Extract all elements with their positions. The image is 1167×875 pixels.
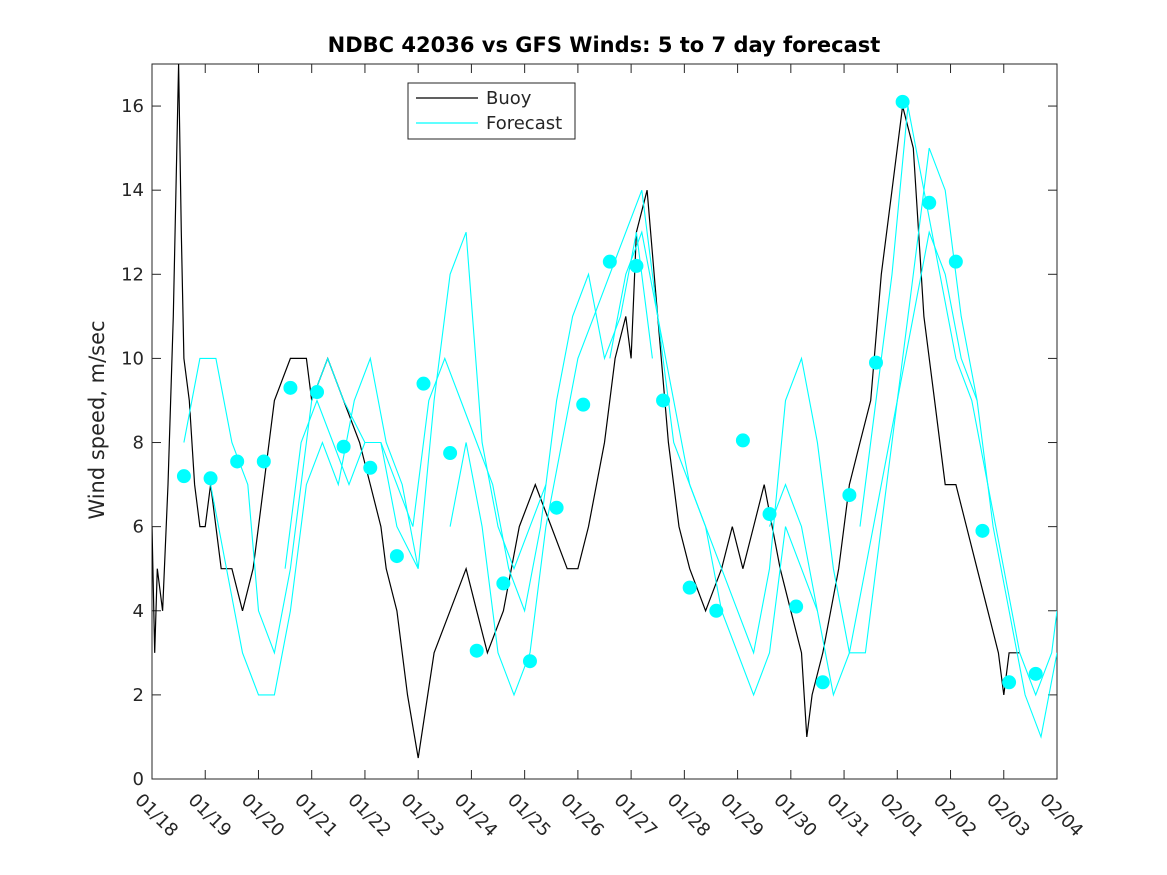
x-tick-label: 02/04: [1035, 790, 1087, 842]
buoy-series-line: [152, 64, 1020, 759]
chart-title: NDBC 42036 vs GFS Winds: 5 to 7 day fore…: [328, 33, 881, 57]
x-tick-label: 01/23: [397, 790, 449, 842]
forecast-series-line: [859, 105, 1057, 697]
forecast-marker: [815, 675, 830, 690]
forecast-marker: [789, 599, 804, 614]
y-tick-label: 16: [121, 96, 144, 117]
axes-box: [151, 63, 1058, 780]
forecast-series-line: [768, 230, 1057, 739]
forecast-marker: [656, 393, 671, 408]
forecast-marker: [1028, 666, 1043, 681]
forecast-series-line: [609, 147, 978, 655]
y-tick-label: 12: [121, 264, 144, 285]
x-tick-label: 01/27: [610, 790, 662, 842]
x-tick-label: 01/26: [556, 790, 608, 842]
forecast-marker: [416, 376, 431, 391]
forecast-marker: [310, 385, 325, 400]
forecast-series-line: [210, 232, 547, 696]
forecast-marker: [469, 643, 484, 658]
x-tick-label: 01/18: [130, 790, 182, 842]
forecast-marker: [336, 439, 351, 454]
y-tick-label: 4: [133, 601, 144, 622]
forecast-series-line: [449, 190, 818, 697]
forecast-marker: [283, 380, 298, 395]
x-tick-label: 01/19: [184, 790, 236, 842]
forecast-marker: [576, 397, 591, 412]
x-tick-label: 01/30: [769, 790, 821, 842]
legend: Buoy Forecast: [407, 82, 576, 140]
y-tick-label: 2: [133, 685, 144, 706]
forecast-marker: [762, 507, 777, 522]
series-group: [152, 64, 1057, 759]
forecast-marker: [602, 254, 617, 269]
forecast-marker: [230, 454, 245, 469]
y-tick-label: 14: [121, 180, 144, 201]
x-tick-label: 01/28: [663, 790, 715, 842]
forecast-marker: [922, 195, 937, 210]
x-tick-label: 01/22: [343, 790, 395, 842]
legend-box: [407, 82, 576, 140]
forecast-marker: [549, 500, 564, 515]
y-tick-label: 0: [133, 769, 144, 790]
x-tick-label: 02/01: [876, 790, 928, 842]
y-tick-label: 10: [121, 348, 144, 369]
forecast-marker: [389, 549, 404, 564]
forecast-marker: [443, 446, 458, 461]
forecast-marker: [629, 258, 644, 273]
forecast-marker: [256, 454, 271, 469]
forecast-marker: [709, 603, 724, 618]
forecast-marker: [975, 523, 990, 538]
forecast-marker: [869, 355, 883, 370]
forecast-marker: [1002, 675, 1017, 690]
forecast-marker: [496, 576, 511, 591]
y-tick-label: 6: [133, 517, 144, 538]
forecast-marker: [522, 654, 537, 669]
forecast-marker: [176, 469, 191, 484]
x-tick-label: 01/20: [237, 790, 289, 842]
forecast-marker: [842, 488, 857, 503]
forecast-marker: [363, 460, 378, 475]
forecast-series-line: [284, 232, 653, 613]
x-tick-label: 01/21: [290, 790, 342, 842]
forecast-marker: [682, 580, 697, 595]
legend-label-forecast: Forecast: [486, 113, 562, 134]
x-tick-label: 02/03: [982, 790, 1034, 842]
x-tick-label: 01/31: [823, 790, 875, 842]
y-axis-label: Wind speed, m/sec: [85, 320, 109, 519]
forecast-marker: [203, 471, 218, 486]
forecast-marker: [948, 254, 963, 269]
x-tick-label: 01/25: [503, 790, 555, 842]
x-tick-label: 02/02: [929, 790, 981, 842]
forecast-marker: [735, 433, 750, 448]
forecast-marker: [895, 94, 910, 109]
x-tick-label: 01/24: [450, 790, 502, 842]
x-tick-label: 01/29: [716, 790, 768, 842]
legend-label-buoy: Buoy: [486, 88, 532, 109]
y-tick-label: 8: [133, 433, 144, 454]
